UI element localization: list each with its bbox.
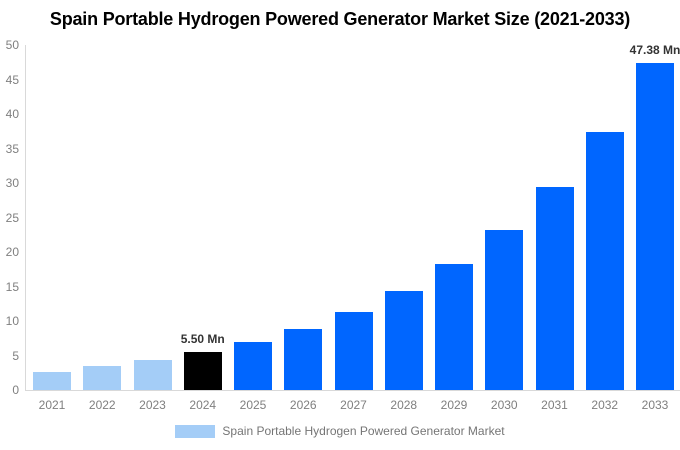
bar-value-label-2024: 5.50 Mn (180, 332, 225, 347)
bar-value-label-2033: 47.38 Mn (629, 43, 680, 58)
bar-2031 (535, 187, 574, 390)
x-axis-label-2030: 2030 (490, 398, 518, 412)
x-axis-label-2028: 2028 (390, 398, 418, 412)
x-axis-label-2027: 2027 (340, 398, 367, 412)
y-tick-label-35: 35 (5, 141, 19, 156)
x-axis-label-2025: 2025 (239, 398, 267, 412)
chart-title: Spain Portable Hydrogen Powered Generato… (49, 9, 631, 29)
y-tick-label-30: 30 (5, 176, 19, 190)
bar-2028 (384, 291, 423, 390)
bar-2029 (435, 264, 473, 390)
bar-2026 (284, 328, 323, 390)
x-axis-label-2031: 2031 (541, 398, 568, 412)
y-tick-label-15: 15 (5, 279, 19, 294)
bar-2024 (183, 352, 222, 390)
bar-2032 (585, 132, 624, 390)
y-tick-label-10: 10 (5, 314, 19, 328)
y-axis-line (25, 45, 26, 390)
bar-2030 (485, 230, 524, 390)
legend-label: Spain Portable Hydrogen Powered Generato… (222, 424, 505, 438)
y-tick-label-5: 5 (12, 348, 19, 363)
y-tick-label-50: 50 (5, 38, 19, 52)
bar-2022 (83, 366, 122, 390)
y-tick-label-25: 25 (5, 210, 19, 225)
bar-2021 (33, 371, 71, 390)
y-tick-label-20: 20 (5, 245, 19, 259)
bar-2027 (334, 312, 373, 390)
x-axis-label-2026: 2026 (289, 398, 317, 412)
y-tick-label-45: 45 (5, 72, 19, 87)
bar-2025 (234, 341, 272, 390)
x-axis-label-2021: 2021 (38, 398, 66, 412)
bar-2033 (636, 63, 674, 390)
x-axis-label-2033: 2033 (641, 398, 669, 412)
bar-2023 (133, 360, 172, 390)
x-axis-line (25, 390, 680, 391)
legend-swatch (175, 424, 216, 438)
x-axis-label-2023: 2023 (139, 398, 166, 412)
x-axis-label-2029: 2029 (440, 398, 468, 412)
y-tick-label-0: 0 (12, 383, 19, 397)
legend: Spain Portable Hydrogen Powered Generato… (0, 424, 680, 438)
x-axis-label-2032: 2032 (591, 398, 619, 412)
x-axis-label-2022: 2022 (88, 398, 116, 412)
x-axis-label-2024: 2024 (189, 398, 217, 412)
y-tick-label-40: 40 (5, 107, 19, 121)
